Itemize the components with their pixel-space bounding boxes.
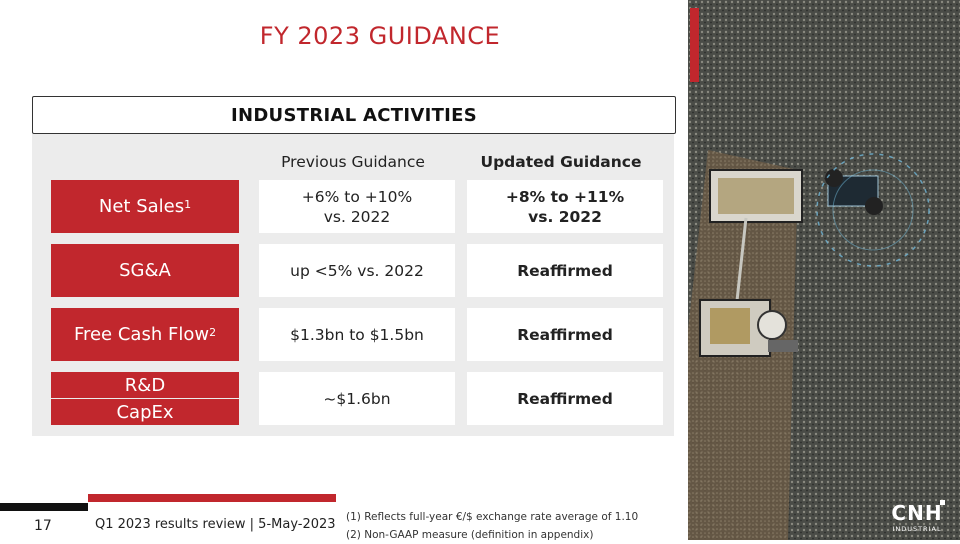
value-line: Reaffirmed <box>517 389 613 408</box>
net-sales-previous-value: +6% to +10% vs. 2022 <box>259 180 455 233</box>
accent-bar <box>690 8 699 82</box>
page-title: FY 2023 GUIDANCE <box>259 22 501 50</box>
row-label-text: SG&A <box>119 260 171 281</box>
value-line: vs. 2022 <box>528 207 602 226</box>
value-line: +8% to +11% <box>505 187 625 206</box>
value-line: Reaffirmed <box>517 261 613 280</box>
value-line: vs. 2022 <box>323 207 391 226</box>
page-number: 17 <box>34 518 52 534</box>
footer-black-bar <box>0 503 88 511</box>
harvester-photo-icon <box>688 0 960 540</box>
row-label-net-sales: Net Sales 1 <box>51 180 239 233</box>
row-label-free-cash-flow: Free Cash Flow 2 <box>51 308 239 361</box>
footer-red-bar <box>88 494 336 502</box>
section-header-industrial-activities: INDUSTRIAL ACTIVITIES <box>32 96 676 134</box>
fcf-previous-value: $1.3bn to $1.5bn <box>259 308 455 361</box>
fcf-updated-value: Reaffirmed <box>467 308 663 361</box>
aerial-harvester-photo <box>688 0 960 540</box>
svg-text:INDUSTRIAL: INDUSTRIAL <box>892 525 941 533</box>
logo-mark: CNH INDUSTRIAL <box>891 500 945 533</box>
row-label-rd-capex: R&D CapEx <box>51 372 239 425</box>
value-line: Reaffirmed <box>517 325 613 344</box>
row-label-capex: CapEx <box>51 399 239 425</box>
net-sales-updated-value: +8% to +11% vs. 2022 <box>467 180 663 233</box>
column-header-previous: Previous Guidance <box>281 153 425 171</box>
svg-text:CNH: CNH <box>891 501 942 525</box>
value-line: ~$1.6bn <box>323 389 391 408</box>
sga-updated-value: Reaffirmed <box>467 244 663 297</box>
rd-capex-previous-value: ~$1.6bn <box>259 372 455 425</box>
cnh-industrial-logo-icon: CNH INDUSTRIAL <box>882 498 952 538</box>
sga-previous-value: up <5% vs. 2022 <box>259 244 455 297</box>
row-label-sga: SG&A <box>51 244 239 297</box>
row-label-text: Free Cash Flow <box>73 324 210 345</box>
footnote-marker: 1 <box>184 198 192 211</box>
review-label: Q1 2023 results review | 5-May-2023 <box>95 517 336 532</box>
value-line: up <5% vs. 2022 <box>290 261 424 280</box>
column-header-updated: Updated Guidance <box>480 153 642 171</box>
row-label-text: Net Sales <box>98 196 185 217</box>
rd-capex-updated-value: Reaffirmed <box>467 372 663 425</box>
footnote-marker: 2 <box>209 326 217 339</box>
value-line: $1.3bn to $1.5bn <box>290 325 424 344</box>
value-line: +6% to +10% <box>301 187 413 206</box>
section-title: INDUSTRIAL ACTIVITIES <box>230 104 478 126</box>
footnotes: (1) Reflects full-year €/$ exchange rate… <box>346 508 638 544</box>
row-label-rd: R&D <box>51 372 239 398</box>
footnote-2: (2) Non-GAAP measure (definition in appe… <box>346 529 594 541</box>
footnote-1: (1) Reflects full-year €/$ exchange rate… <box>346 511 639 523</box>
